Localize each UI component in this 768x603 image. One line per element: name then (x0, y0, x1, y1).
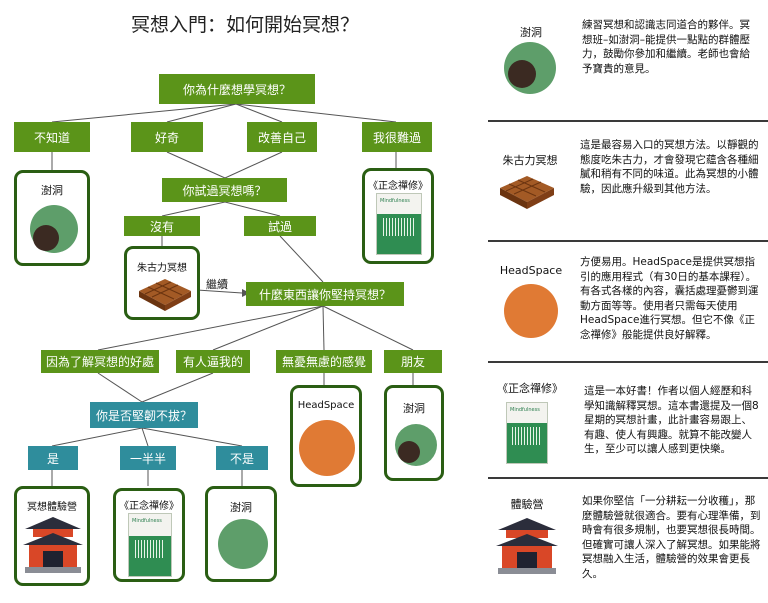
stone-icon (398, 441, 420, 463)
headspace-logo-icon (299, 420, 355, 476)
panel-title-camp: 體驗營 (510, 498, 544, 511)
persist-half: 一半半 (120, 446, 176, 470)
reason-carefree: 無憂無慮的感覺 (276, 350, 372, 373)
panel-title-book: 《正念禪修》 (497, 382, 563, 395)
card-label: 朱古力冥想 (137, 263, 187, 274)
chocolate-icon (139, 279, 191, 311)
stone-icon (33, 225, 59, 251)
card-chocolate: 朱古力冥想 (124, 246, 200, 320)
card-label: 《正念禪修》 (119, 501, 179, 512)
answer-improve: 改善自己 (247, 122, 317, 152)
panel-text-xiedong: 練習冥想和認識志同道合的夥伴。冥想班–如澍洞–能提供一點點的群體壓力，鼓勵你參加… (582, 19, 750, 75)
question-what-keeps-you: 什麼東西讓你堅持冥想？ (246, 282, 404, 306)
book-cover-icon: Mindfulness (128, 513, 172, 577)
question-tried-meditation: 你試過冥想嗎？ (162, 178, 287, 202)
card-xiedong: 澍洞 (14, 170, 90, 266)
answer-curious: 好奇 (131, 122, 203, 152)
card-label: 澍洞 (230, 501, 252, 514)
panel-title-xiedong: 澍洞 (520, 26, 542, 39)
card-label: 《正念禪修》 (368, 181, 428, 192)
card-headspace: HeadSpace (290, 385, 362, 487)
temple-icon (23, 517, 83, 573)
book-cover-text: Mindfulness (380, 198, 410, 204)
persist-yes: 是 (28, 446, 78, 470)
answer-no: 沒有 (124, 216, 200, 236)
card-label: 澍洞 (403, 402, 425, 415)
continue-label: 繼續 (206, 278, 228, 291)
question-persistent: 你是否堅韌不拔？ (90, 402, 198, 428)
panel-title-headspace: HeadSpace (499, 264, 563, 277)
panel-text-headspace: 方便易用。HeadSpace是提供冥想指引的應用程式（有30日的基本課程）。有各… (580, 256, 759, 341)
panel-text-chocolate: 這是最容易入口的冥想方法。以靜觀的態度吃朱古力，才會發現它蘊含各種細膩和稍有不同… (580, 139, 759, 195)
meditation-circle-icon (218, 519, 268, 569)
stone-icon (508, 60, 536, 88)
panel-text-camp: 如果你堅信「一分耕耘一分收穫」，那麼體驗營就很適合。要有心理準備，到時會有很多規… (582, 495, 761, 580)
card-xiedong-friend: 澍洞 (384, 385, 444, 481)
answer-yes: 試過 (244, 216, 316, 236)
reason-benefit: 因為了解冥想的好處 (41, 350, 159, 373)
persist-no: 不是 (216, 446, 268, 470)
panel-title-chocolate: 朱古力冥想 (502, 154, 558, 167)
book-cover-text: Mindfulness (510, 407, 540, 413)
panel-divider (488, 477, 768, 479)
book-cover-icon: Mindfulness (506, 402, 548, 464)
answer-unknown: 不知道 (14, 122, 90, 152)
question-why-meditate: 你為什麼想學冥想？ (159, 74, 315, 104)
card-label: 澍洞 (41, 184, 63, 197)
headspace-logo-icon (504, 284, 558, 338)
reason-forced: 有人逼我的 (176, 350, 250, 373)
card-camp: 冥想體驗營 (14, 486, 90, 586)
card-xiedong-no: 澍洞 (205, 486, 277, 582)
card-label: HeadSpace (297, 400, 355, 411)
answer-sad: 我很難過 (362, 122, 432, 152)
panel-divider (488, 120, 768, 122)
card-book-half: 《正念禪修》 Mindfulness (113, 488, 185, 582)
book-cover-icon: Mindfulness (376, 193, 422, 255)
temple-icon (496, 518, 558, 574)
card-label: 冥想體驗營 (27, 502, 77, 513)
reason-friend: 朋友 (384, 350, 442, 373)
book-cover-text: Mindfulness (132, 518, 162, 524)
card-book: 《正念禪修》 Mindfulness (362, 168, 434, 264)
chocolate-icon (500, 176, 554, 209)
panel-divider (488, 361, 768, 363)
panel-divider (488, 240, 768, 242)
page-title: 冥想入門：如何開始冥想？ (130, 14, 359, 36)
panel-text-book: 這是一本好書！作者以個人經歷和科學知識解釋冥想。這本書還提及一個8星期的冥想計畫… (584, 385, 759, 455)
